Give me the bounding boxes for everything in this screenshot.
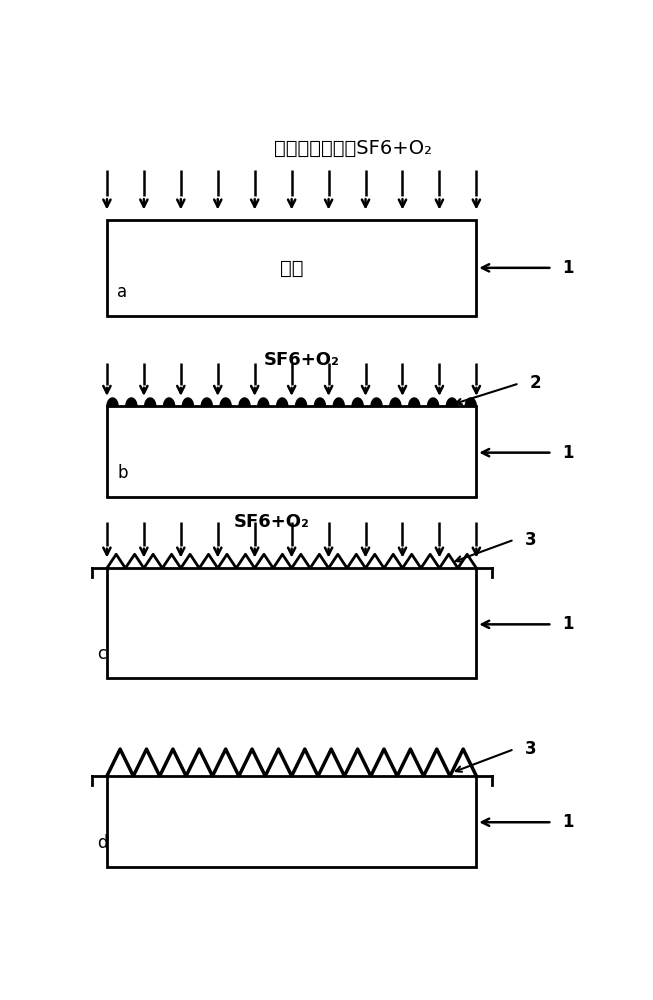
Text: 2: 2 xyxy=(530,374,541,392)
Polygon shape xyxy=(182,398,193,406)
Text: 硯片: 硯片 xyxy=(280,259,304,278)
Polygon shape xyxy=(428,398,439,406)
Text: 1: 1 xyxy=(562,259,574,277)
Polygon shape xyxy=(163,398,174,406)
Polygon shape xyxy=(220,398,231,406)
Polygon shape xyxy=(465,398,477,406)
Text: 1: 1 xyxy=(562,813,574,831)
Text: SF6+O₂: SF6+O₂ xyxy=(264,351,340,369)
Text: 3: 3 xyxy=(524,531,536,549)
Text: 反应刻蚀气体：SF6+O₂: 反应刻蚀气体：SF6+O₂ xyxy=(274,139,432,158)
Polygon shape xyxy=(371,398,382,406)
Polygon shape xyxy=(201,398,212,406)
Polygon shape xyxy=(145,398,156,406)
Polygon shape xyxy=(258,398,269,406)
Bar xyxy=(107,776,477,867)
Polygon shape xyxy=(333,398,344,406)
Polygon shape xyxy=(314,398,325,406)
Text: c: c xyxy=(97,645,106,663)
Polygon shape xyxy=(296,398,307,406)
Polygon shape xyxy=(390,398,401,406)
Polygon shape xyxy=(352,398,363,406)
Text: 1: 1 xyxy=(562,615,574,633)
Polygon shape xyxy=(277,398,288,406)
Polygon shape xyxy=(239,398,250,406)
Bar xyxy=(107,220,477,316)
Text: 1: 1 xyxy=(562,444,574,462)
Bar xyxy=(107,568,477,678)
Text: a: a xyxy=(117,283,127,301)
Text: d: d xyxy=(97,834,107,852)
Polygon shape xyxy=(126,398,137,406)
Text: b: b xyxy=(117,464,127,482)
Text: SF6+O₂: SF6+O₂ xyxy=(234,513,310,531)
Text: 3: 3 xyxy=(524,740,536,758)
Polygon shape xyxy=(409,398,420,406)
Polygon shape xyxy=(107,398,118,406)
Polygon shape xyxy=(447,398,458,406)
Bar xyxy=(107,406,477,497)
